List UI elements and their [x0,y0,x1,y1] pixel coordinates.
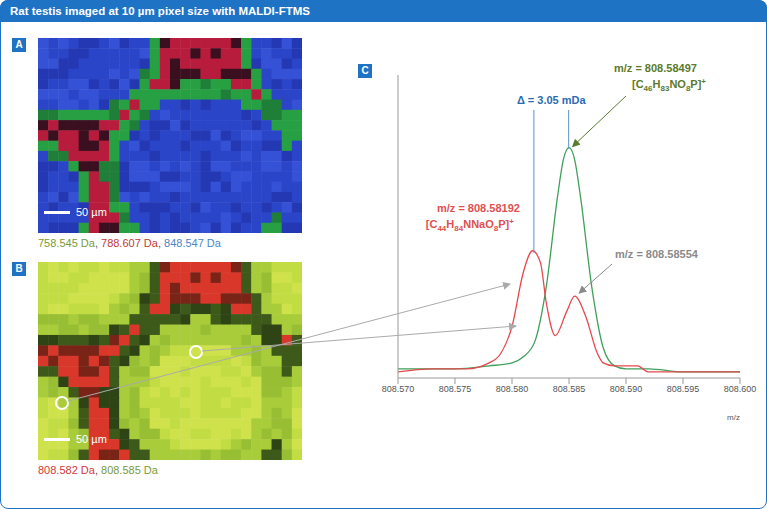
svg-text:Δ = 3.05 mDa: Δ = 3.05 mDa [517,94,587,106]
html-text:50 µm: 50 µm [76,433,107,445]
html-text:Rat testis imaged at 10 µm pix: Rat testis imaged at 10 µm pixel size wi… [10,5,310,17]
html-text:50 µm: 50 µm [76,206,107,218]
svg-text:808.570: 808.570 [382,384,415,394]
svg-text:[C44H84NNaO8P]+: [C44H84NNaO8P]+ [426,217,514,233]
svg-text:808.580: 808.580 [496,384,529,394]
svg-text:808.575: 808.575 [439,384,472,394]
html-text:B: B [15,263,23,274]
svg-text:808.585: 808.585 [553,384,586,394]
svg-text:m/z = 808.58192: m/z = 808.58192 [437,202,520,214]
svg-text:808.590: 808.590 [610,384,643,394]
svg-text:808.595: 808.595 [667,384,700,394]
html-text:808.582 Da, 808.585 Da: 808.582 Da, 808.585 Da [38,464,158,476]
html-text:758.545 Da, 788.607 Da, 848.54: 758.545 Da, 788.607 Da, 848.547 Da [38,237,221,249]
svg-text:[C46H83NO8P]+: [C46H83NO8P]+ [632,77,706,93]
svg-text:m/z = 808.58554: m/z = 808.58554 [615,248,699,260]
html-text:A: A [15,39,23,50]
svg-text:m/z: m/z [727,413,740,422]
html-text:C: C [361,65,369,76]
svg-text:m/z = 808.58497: m/z = 808.58497 [614,62,697,74]
svg-text:808.600: 808.600 [724,384,757,394]
